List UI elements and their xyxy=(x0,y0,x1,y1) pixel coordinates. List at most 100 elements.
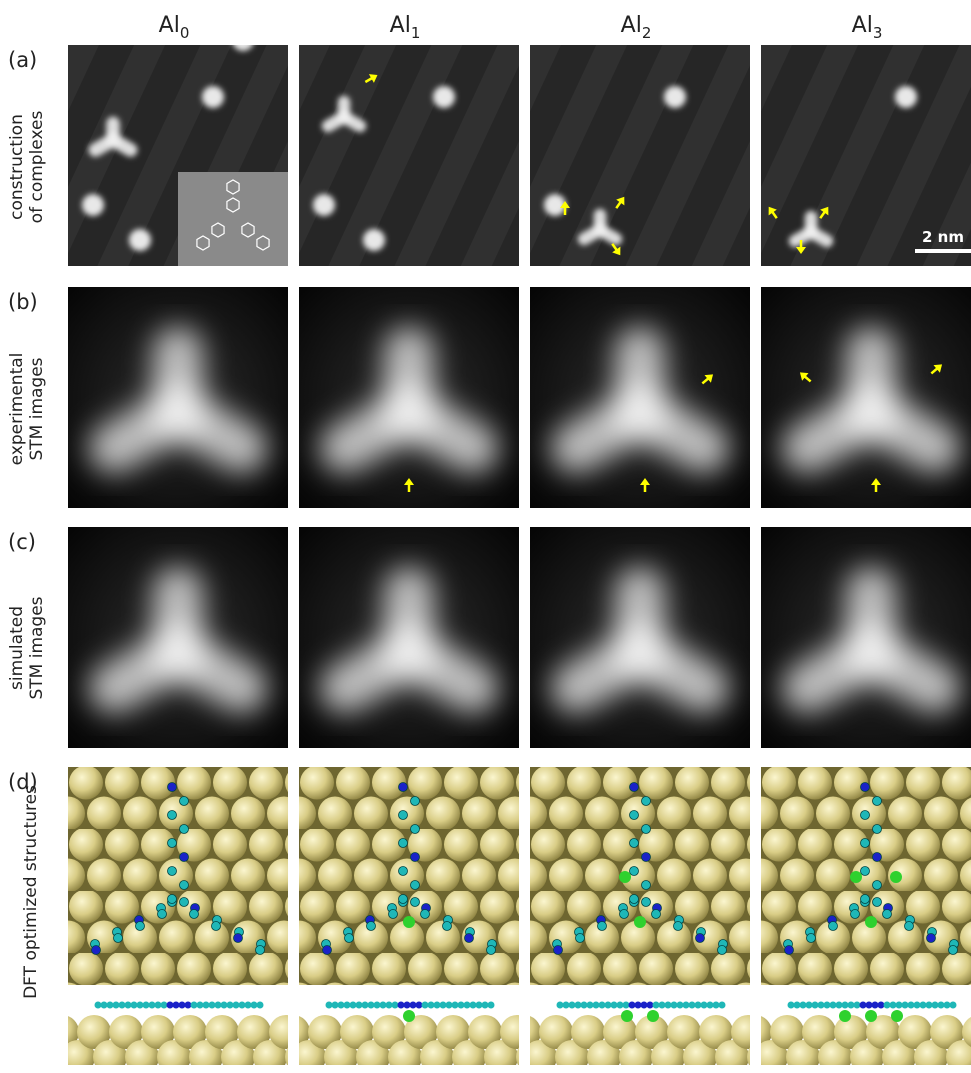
side-molecule-atom xyxy=(215,1002,222,1009)
atom xyxy=(642,797,651,806)
image-panel xyxy=(761,287,971,508)
atom xyxy=(136,922,145,931)
row-description: simulatedSTM images xyxy=(7,596,47,699)
row-description-line: of complexes xyxy=(27,111,47,224)
side-molecule-atom xyxy=(203,1002,210,1009)
blob-center xyxy=(150,624,206,680)
image-panel xyxy=(299,45,519,266)
side-molecule-atom xyxy=(806,1002,813,1009)
side-molecule-atom xyxy=(914,1002,921,1009)
side-molecule-atom xyxy=(944,1002,951,1009)
side-molecule-atom xyxy=(665,1002,672,1009)
side-molecule-atom xyxy=(617,1002,624,1009)
side-molecule-atom xyxy=(446,1002,453,1009)
row-label: (a) xyxy=(8,48,37,72)
side-molecule-atom xyxy=(398,1002,405,1009)
adsorbate xyxy=(433,86,455,108)
side-al-atom xyxy=(621,1010,633,1022)
row-description-line: DFT optimized structures xyxy=(21,785,41,999)
surface xyxy=(68,767,288,985)
atom xyxy=(487,946,496,955)
atom xyxy=(256,946,265,955)
adsorbate xyxy=(313,194,335,216)
side-molecule-atom xyxy=(719,1002,726,1009)
atom xyxy=(718,946,727,955)
side-molecule-atom xyxy=(161,1002,168,1009)
side-molecule-atom xyxy=(125,1002,132,1009)
side-molecule-atom xyxy=(380,1002,387,1009)
side-molecule-atom xyxy=(143,1002,150,1009)
side-molecule-atom xyxy=(563,1002,570,1009)
side-molecule-atom xyxy=(440,1002,447,1009)
side-molecule-atom xyxy=(476,1002,483,1009)
atom xyxy=(642,825,651,834)
side-molecule-atom xyxy=(587,1002,594,1009)
side-molecule-atom xyxy=(818,1002,825,1009)
side-molecule-atom xyxy=(113,1002,120,1009)
side-molecule-atom xyxy=(344,1002,351,1009)
side-molecule-atom xyxy=(404,1002,411,1009)
image-panel xyxy=(491,992,797,1073)
side-molecule-atom xyxy=(257,1002,264,1009)
side-molecule-atom xyxy=(689,1002,696,1009)
image-panel xyxy=(530,767,750,985)
image-panel: 2 nm xyxy=(761,45,971,266)
atom xyxy=(411,898,420,907)
side-molecule-atom xyxy=(221,1002,228,1009)
side-atom xyxy=(29,1040,63,1073)
atom xyxy=(642,881,651,890)
side-molecule-atom xyxy=(422,1002,429,1009)
image-panel xyxy=(530,527,750,748)
blob-center xyxy=(843,384,899,440)
atom xyxy=(630,895,639,904)
side-molecule-atom xyxy=(482,1002,489,1009)
image-panel xyxy=(761,767,971,985)
column-header: Al2 xyxy=(621,13,652,42)
atom xyxy=(367,922,376,931)
side-atom xyxy=(269,1015,303,1049)
blob-center xyxy=(804,225,818,239)
side-al-atom xyxy=(647,1010,659,1022)
atom xyxy=(168,867,177,876)
figure: Al0Al1Al2Al3(a)constructionof complexes(… xyxy=(0,0,971,1073)
side-molecule-atom xyxy=(191,1002,198,1009)
side-molecule-atom xyxy=(932,1002,939,1009)
row-label: (c) xyxy=(8,530,36,554)
atom xyxy=(399,895,408,904)
side-molecule-atom xyxy=(131,1002,138,1009)
atom xyxy=(642,853,651,862)
side-molecule-atom xyxy=(137,1002,144,1009)
side-molecule-atom xyxy=(824,1002,831,1009)
atom xyxy=(212,922,221,931)
side-molecule-atom xyxy=(95,1002,102,1009)
image-panel xyxy=(29,992,335,1073)
atom xyxy=(861,839,870,848)
row-description-line: STM images xyxy=(27,357,47,460)
adsorbate xyxy=(664,86,686,108)
atom xyxy=(168,783,177,792)
side-molecule-atom xyxy=(701,1002,708,1009)
side-atom xyxy=(500,1015,534,1049)
side-molecule-atom xyxy=(635,1002,642,1009)
side-molecule-atom xyxy=(788,1002,795,1009)
atom xyxy=(642,898,651,907)
side-molecule-atom xyxy=(902,1002,909,1009)
side-al-atom xyxy=(891,1010,903,1022)
atom xyxy=(785,946,794,955)
side-molecule-atom xyxy=(713,1002,720,1009)
side-molecule-atom xyxy=(896,1002,903,1009)
side-molecule-atom xyxy=(245,1002,252,1009)
side-molecule-atom xyxy=(149,1002,156,1009)
atom xyxy=(465,934,474,943)
side-molecule-atom xyxy=(860,1002,867,1009)
row-description: experimentalSTM images xyxy=(7,353,47,466)
side-molecule-atom xyxy=(800,1002,807,1009)
image-panel xyxy=(761,527,971,748)
side-molecule-atom xyxy=(356,1002,363,1009)
side-molecule-atom xyxy=(350,1002,357,1009)
atom xyxy=(399,867,408,876)
atom xyxy=(114,934,123,943)
blob-center xyxy=(381,624,437,680)
al-atom xyxy=(619,871,631,883)
column-header: Al0 xyxy=(159,13,190,42)
